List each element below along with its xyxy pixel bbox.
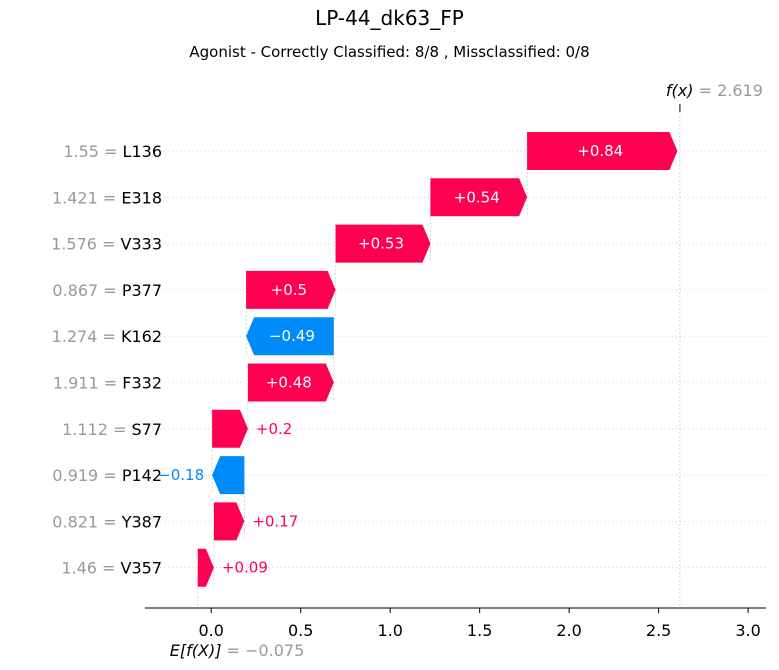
- x-tick-label: 0.0: [198, 621, 223, 640]
- feature-value: 0.821 =: [52, 512, 121, 531]
- chart-title: LP-44_dk63_FP: [315, 6, 464, 30]
- base-value-annotation: E[f(X)] = −0.075: [170, 641, 304, 660]
- feature-label: 1.46 = V357: [61, 559, 162, 578]
- feature-value: 1.112 =: [62, 420, 131, 439]
- feature-name: V333: [121, 235, 162, 254]
- feature-name: Y387: [121, 512, 162, 531]
- waterfall-bar-p142: [212, 456, 245, 495]
- feature-value: 0.867 =: [52, 281, 121, 300]
- base-value-symbol: E[f(X)]: [170, 641, 222, 660]
- waterfall-bar-s77: [212, 409, 248, 448]
- bar-value-label: +0.2: [256, 420, 292, 438]
- bar-value-label: +0.09: [222, 559, 268, 577]
- bar-value-label: −0.49: [269, 327, 315, 345]
- feature-name: E318: [121, 188, 162, 207]
- waterfall-bar-e318: [430, 178, 528, 217]
- waterfall-bar-l136: [527, 132, 678, 170]
- bar-value-label: +0.5: [271, 281, 307, 299]
- x-tick-label: 3.0: [735, 621, 760, 640]
- feature-name: S77: [131, 420, 162, 439]
- feature-label: 1.112 = S77: [62, 420, 162, 439]
- chart-subtitle: Agonist - Correctly Classified: 8/8 , Mi…: [189, 43, 590, 61]
- feature-value: 1.55 =: [63, 142, 122, 161]
- bar-value-label: −0.18: [158, 466, 204, 484]
- feature-label: 0.867 = P377: [52, 281, 162, 300]
- bar-value-label: +0.17: [252, 512, 298, 530]
- output-value-symbol: f(x): [666, 81, 694, 100]
- feature-label: 0.919 = P142: [52, 466, 162, 485]
- base-value-number: = −0.075: [221, 641, 304, 660]
- feature-label: 1.576 = V333: [51, 235, 162, 254]
- x-tick-label: 2.0: [556, 621, 581, 640]
- x-tick-label: 1.0: [377, 621, 402, 640]
- waterfall-bar-v333: [335, 224, 431, 263]
- feature-value: 1.46 =: [61, 559, 120, 578]
- feature-label: 1.274 = K162: [52, 327, 162, 346]
- feature-label: 1.421 = E318: [52, 188, 162, 207]
- feature-name: K162: [121, 327, 162, 346]
- feature-value: 1.576 =: [51, 235, 120, 254]
- feature-name: P142: [122, 466, 162, 485]
- waterfall-bar-f332: [247, 363, 334, 402]
- bar-value-label: +0.84: [577, 142, 623, 160]
- waterfall-bar-v357: [197, 548, 214, 587]
- feature-value: 1.274 =: [52, 327, 121, 346]
- bar-value-label: +0.48: [266, 374, 312, 392]
- feature-label: 0.821 = Y387: [52, 512, 162, 531]
- feature-label: 1.911 = F332: [53, 374, 162, 393]
- feature-label: 1.55 = L136: [63, 142, 162, 161]
- feature-value: 0.919 =: [52, 466, 121, 485]
- feature-value: 1.421 =: [52, 188, 121, 207]
- output-value-annotation: f(x) = 2.619: [666, 81, 763, 100]
- waterfall-bar-y387: [213, 502, 245, 541]
- x-tick-label: 2.5: [646, 621, 671, 640]
- feature-name: P377: [122, 281, 162, 300]
- waterfall-bar-p377: [246, 270, 336, 309]
- feature-name: L136: [123, 142, 162, 161]
- output-value-number: = 2.619: [694, 81, 763, 100]
- bar-value-label: +0.53: [358, 235, 404, 253]
- bar-value-label: +0.54: [454, 188, 500, 206]
- feature-name: V357: [121, 559, 162, 578]
- feature-value: 1.911 =: [53, 374, 122, 393]
- feature-name: F332: [122, 374, 162, 393]
- waterfall-bar-k162: [246, 317, 334, 356]
- x-tick-label: 1.5: [467, 621, 492, 640]
- x-tick-label: 0.5: [288, 621, 313, 640]
